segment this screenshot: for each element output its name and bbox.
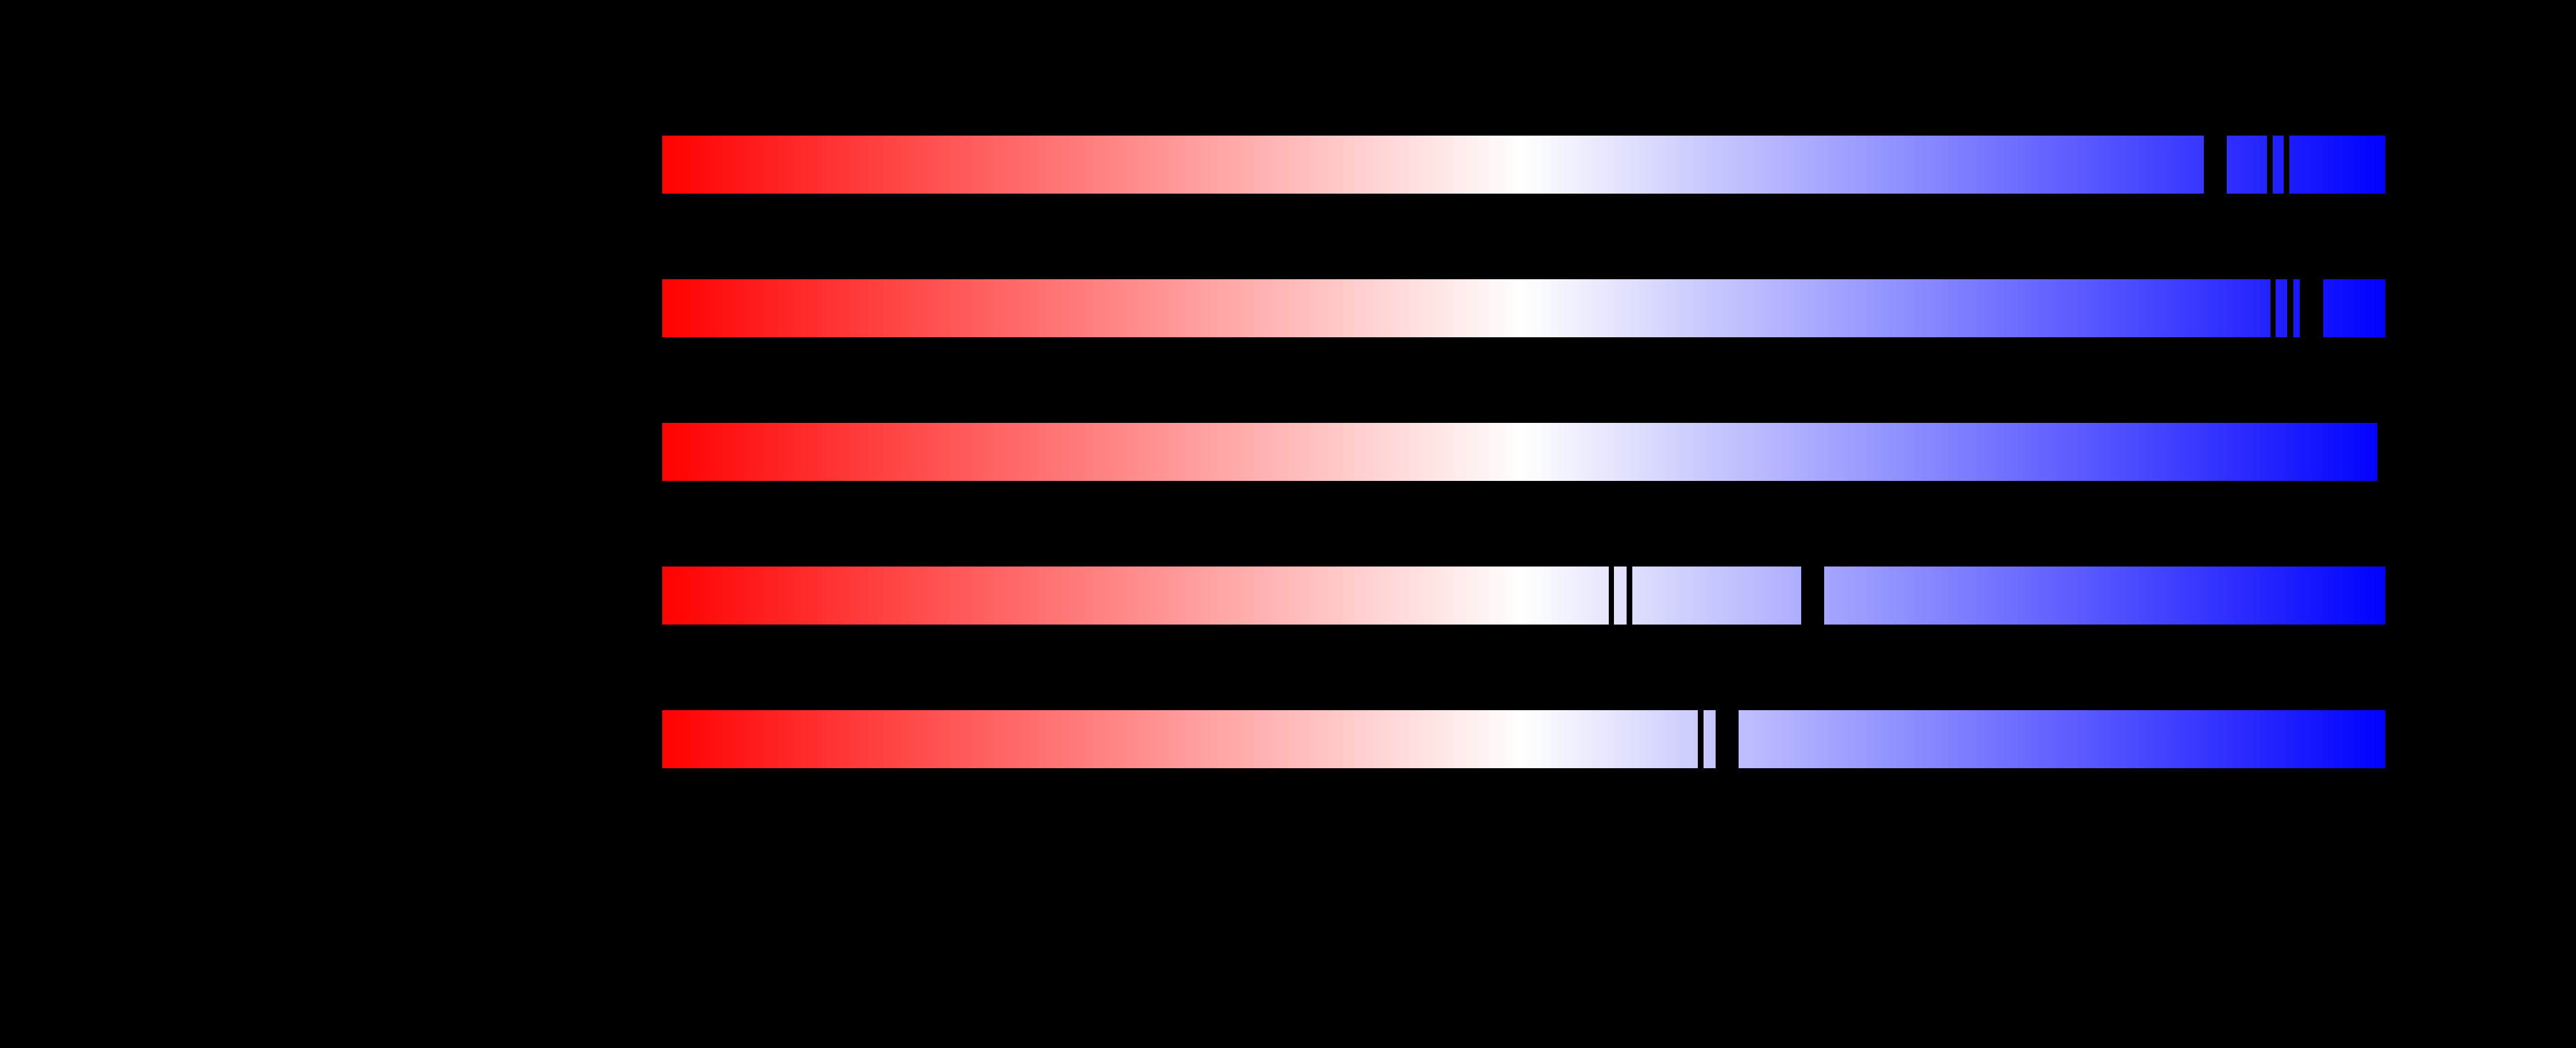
thin-tick-marker (2287, 279, 2293, 337)
thin-tick-marker (2284, 136, 2289, 194)
thin-tick-marker (2270, 279, 2276, 337)
thin-tick-marker (2267, 136, 2273, 194)
thick-tick-marker (1801, 567, 1824, 625)
gradient-bar-4 (662, 567, 2385, 625)
thin-tick-marker (1698, 710, 1704, 768)
gradient-bar-5 (662, 710, 2385, 768)
gradient-bar-1 (662, 136, 2385, 194)
plot-area (662, 136, 2385, 768)
thick-tick-marker (2300, 279, 2323, 337)
thin-tick-marker (1627, 567, 1632, 625)
thick-tick-marker (1716, 710, 1739, 768)
thick-tick-marker (2204, 136, 2227, 194)
thin-tick-marker (1609, 567, 1614, 625)
gradient-bar-2 (662, 279, 2385, 337)
gradient-bar-3 (662, 423, 2377, 481)
